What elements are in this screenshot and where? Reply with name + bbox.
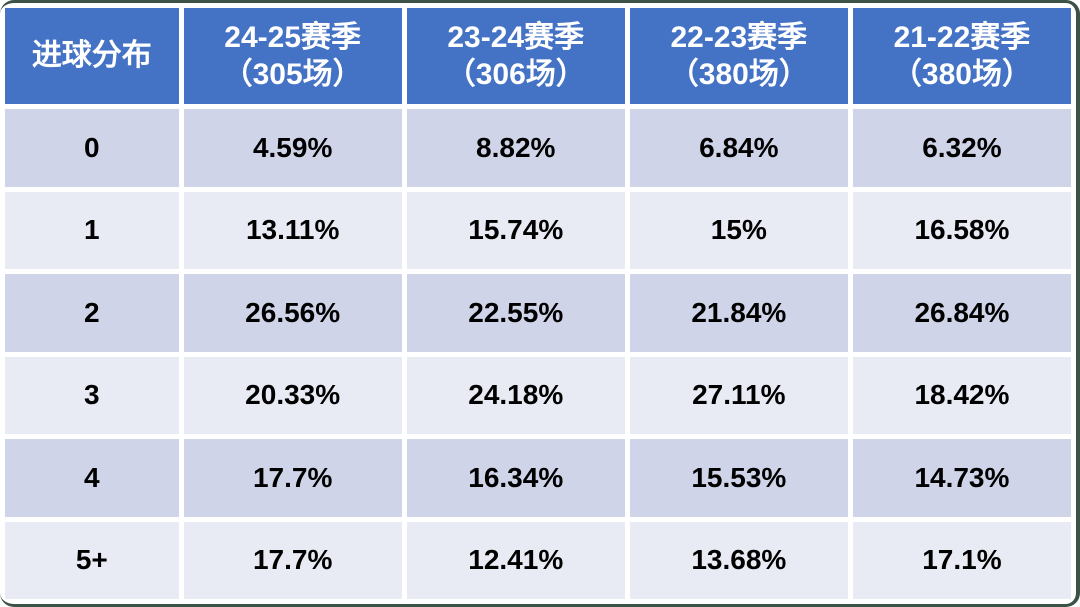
value-cell: 21.84% [629,274,848,352]
season-name: 23-24赛季 [447,20,585,54]
season-name: 22-23赛季 [670,20,808,54]
value-cell: 22.55% [406,274,625,352]
table-row-goals-4: 4 17.7% 16.34% 15.53% 14.73% [5,439,1071,517]
season-match-count: （305场） [222,58,363,91]
value-cell: 4.59% [183,109,402,187]
value-cell: 16.58% [852,191,1071,269]
season-header-23-24: 23-24赛季 （306场） [406,8,625,104]
season-match-count: （380场） [891,58,1032,91]
value-cell: 17.7% [183,439,402,517]
table-row-goals-5plus: 5+ 17.7% 12.41% 13.68% 17.1% [5,521,1071,599]
value-cell: 13.11% [183,191,402,269]
value-cell: 20.33% [183,356,402,434]
value-cell: 13.68% [629,521,848,599]
value-cell: 17.7% [183,521,402,599]
season-match-count: （380场） [668,58,809,91]
value-cell: 14.73% [852,439,1071,517]
value-cell: 24.18% [406,356,625,434]
value-cell: 26.84% [852,274,1071,352]
goals-label-cell: 5+ [5,521,179,599]
goals-label-cell: 3 [5,356,179,434]
goals-label-cell: 2 [5,274,179,352]
value-cell: 16.34% [406,439,625,517]
season-header-22-23: 22-23赛季 （380场） [629,8,848,104]
value-cell: 17.1% [852,521,1071,599]
goal-distribution-table: 进球分布 24-25赛季 （305场） 23-24赛季 （306场） 22-23… [0,3,1076,604]
season-name: 24-25赛季 [224,20,362,54]
value-cell: 12.41% [406,521,625,599]
season-name: 21-22赛季 [893,20,1031,54]
value-cell: 26.56% [183,274,402,352]
table-row-goals-2: 2 26.56% 22.55% 21.84% 26.84% [5,274,1071,352]
goals-label-cell: 1 [5,191,179,269]
value-cell: 8.82% [406,109,625,187]
table-row-goals-3: 3 20.33% 24.18% 27.11% 18.42% [5,356,1071,434]
value-cell: 6.84% [629,109,848,187]
value-cell: 15.74% [406,191,625,269]
value-cell: 15% [629,191,848,269]
goals-label-cell: 0 [5,109,179,187]
value-cell: 27.11% [629,356,848,434]
table-row-goals-1: 1 13.11% 15.74% 15% 16.58% [5,191,1071,269]
header-row: 进球分布 24-25赛季 （305场） 23-24赛季 （306场） 22-23… [5,8,1071,104]
value-cell: 15.53% [629,439,848,517]
table-row-goals-0: 0 4.59% 8.82% 6.84% 6.32% [5,109,1071,187]
season-header-24-25: 24-25赛季 （305场） [183,8,402,104]
season-match-count: （306场） [445,58,586,91]
value-cell: 6.32% [852,109,1071,187]
season-header-21-22: 21-22赛季 （380场） [852,8,1071,104]
corner-header-cell: 进球分布 [5,8,179,104]
value-cell: 18.42% [852,356,1071,434]
goals-label-cell: 4 [5,439,179,517]
